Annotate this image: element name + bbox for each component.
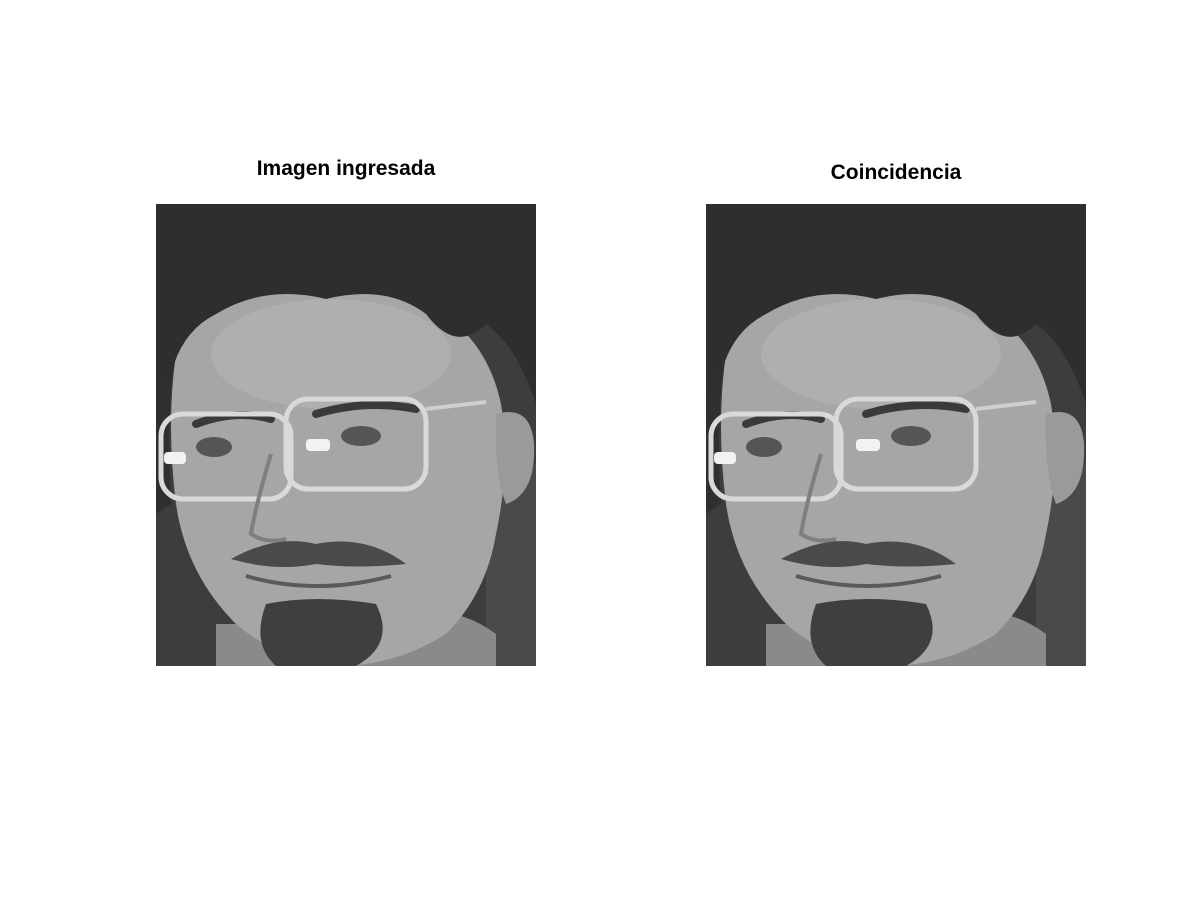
match-image-title: Coincidencia bbox=[830, 161, 962, 184]
input-face-image bbox=[156, 204, 536, 666]
face-drawing bbox=[706, 204, 1086, 666]
input-image-title: Imagen ingresada bbox=[256, 157, 436, 180]
face-drawing bbox=[156, 204, 536, 666]
match-face-image bbox=[706, 204, 1086, 666]
